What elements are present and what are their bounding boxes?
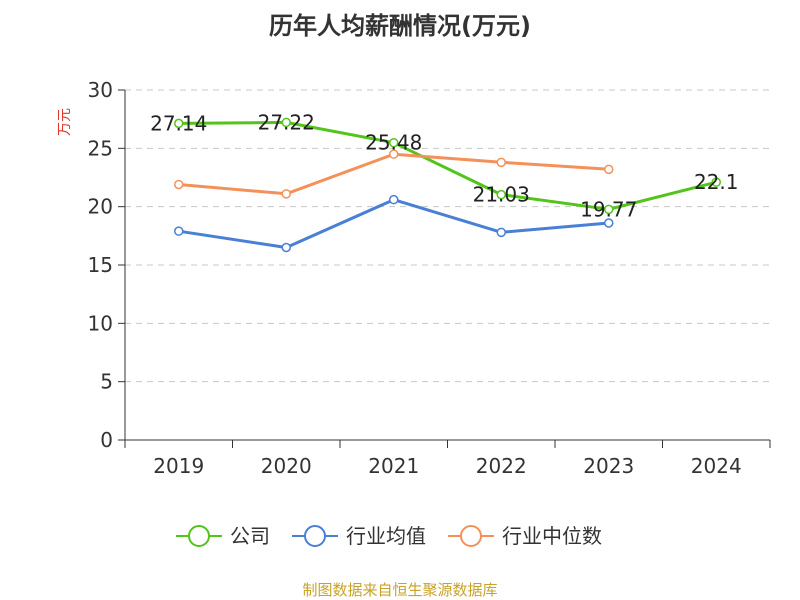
data-point (604, 218, 614, 228)
y-tick-label: 15 (88, 253, 113, 277)
legend-item: 公司 (176, 524, 270, 548)
x-axis: 2019 2020 2021 2022 2023 2024 (124, 439, 771, 478)
y-tick-label: 5 (100, 370, 113, 394)
data-label: 22.1 (694, 170, 739, 194)
data-label: 21.03 (473, 183, 530, 207)
data-point (389, 194, 399, 205)
data-point (281, 117, 291, 128)
legend-item: 行业中位数 (448, 524, 602, 548)
y-tick-label: 20 (88, 195, 113, 219)
legend-item: 行业均值 (292, 524, 426, 548)
data-label: 25.48 (365, 131, 422, 155)
data-point (389, 149, 399, 159)
data-label: 27.14 (150, 111, 207, 135)
legend-label: 行业中位数 (502, 524, 602, 548)
data-point (496, 227, 506, 238)
data-point (174, 118, 184, 129)
legend-marker (304, 525, 326, 547)
x-tick-label: 2020 (261, 454, 312, 478)
data-point (281, 189, 291, 199)
data-point (389, 137, 399, 148)
data-point (604, 164, 614, 175)
x-tick-label: 2024 (691, 454, 742, 478)
series-line (178, 120, 717, 211)
y-tick-label: 30 (88, 78, 113, 102)
chart-title: 历年人均薪酬情况(万元) (269, 12, 531, 40)
legend-label: 行业均值 (346, 524, 426, 548)
data-point (174, 179, 184, 190)
data-label: 27.22 (258, 110, 315, 134)
y-tick-label: 10 (88, 311, 113, 335)
source-note: 制图数据来自恒生聚源数据库 (302, 581, 497, 599)
legend: 公司 行业均值 行业中位数 (176, 524, 602, 548)
grid-lines (125, 89, 770, 383)
y-tick-label: 25 (88, 136, 113, 160)
x-tick-label: 2021 (368, 454, 419, 478)
data-point (281, 242, 291, 253)
data-labels: 27.14 27.22 25.48 21.03 19.77 22.1 (150, 110, 738, 221)
y-axis-label: 万元 (57, 108, 73, 136)
y-tick-label: 0 (100, 428, 113, 452)
legend-marker (460, 525, 482, 547)
data-point (496, 157, 506, 168)
data-point (496, 189, 506, 200)
x-tick-label: 2023 (583, 454, 634, 478)
data-point (604, 204, 614, 215)
legend-marker (188, 525, 210, 547)
y-axis: 0 5 10 15 20 25 30 (88, 78, 126, 452)
x-tick-label: 2022 (476, 454, 527, 478)
series-line (178, 152, 609, 196)
data-point (711, 177, 721, 187)
legend-label: 公司 (230, 524, 270, 548)
data-label: 19.77 (580, 197, 637, 221)
series-layer (174, 117, 721, 253)
data-point (174, 226, 184, 236)
x-tick-label: 2019 (153, 454, 204, 478)
